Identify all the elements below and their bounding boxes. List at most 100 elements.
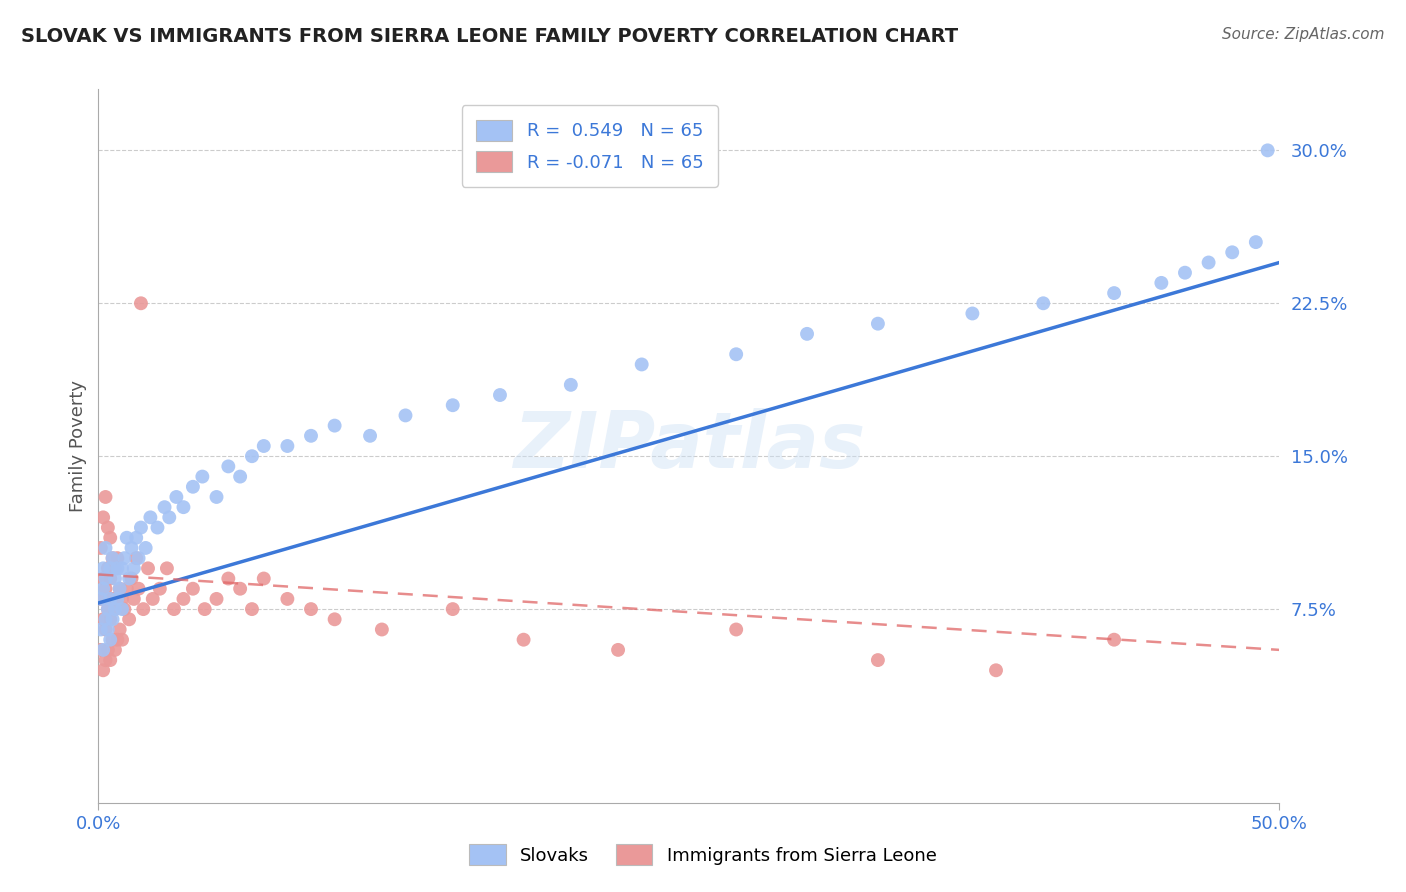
Point [105, 632, 128, 647]
Point [796, 326, 818, 341]
Point [91, 612, 114, 626]
Text: ZIPatlas: ZIPatlas [513, 408, 865, 484]
Point [607, 643, 630, 657]
Point [560, 377, 582, 392]
Point [104, 602, 127, 616]
Y-axis label: Family Poverty: Family Poverty [69, 380, 87, 512]
Point [118, 612, 141, 626]
Point [253, 572, 276, 586]
Point [111, 602, 134, 616]
Point [194, 602, 217, 616]
Point [240, 449, 263, 463]
Point [128, 551, 150, 566]
Point [104, 561, 127, 575]
Point [1174, 266, 1197, 280]
Point [101, 551, 124, 566]
Point [108, 582, 131, 596]
Point [97, 520, 120, 534]
Point [97, 602, 120, 616]
Point [101, 612, 124, 626]
Point [1102, 286, 1125, 301]
Point [323, 612, 346, 626]
Point [253, 439, 276, 453]
Point [139, 510, 162, 524]
Point [725, 347, 748, 361]
Point [98, 632, 121, 647]
Point [1257, 144, 1279, 158]
Point [163, 602, 186, 616]
Point [108, 582, 131, 596]
Point [97, 602, 120, 616]
Point [630, 358, 652, 372]
Point [105, 591, 128, 606]
Point [323, 418, 346, 433]
Point [157, 510, 180, 524]
Point [101, 632, 124, 647]
Legend: Slovaks, Immigrants from Sierra Leone: Slovaks, Immigrants from Sierra Leone [460, 835, 946, 874]
Point [118, 572, 141, 586]
Point [98, 591, 121, 606]
Text: Source: ZipAtlas.com: Source: ZipAtlas.com [1222, 27, 1385, 42]
Point [105, 551, 128, 566]
Point [115, 531, 138, 545]
Point [94, 582, 117, 596]
Point [91, 510, 114, 524]
Point [105, 591, 128, 606]
Point [1150, 276, 1173, 290]
Point [146, 520, 169, 534]
Point [91, 572, 114, 586]
Point [1102, 632, 1125, 647]
Point [217, 459, 239, 474]
Point [90, 541, 112, 555]
Point [125, 531, 148, 545]
Point [104, 602, 127, 616]
Point [149, 582, 172, 596]
Point [299, 602, 322, 616]
Point [122, 561, 145, 575]
Point [98, 561, 121, 575]
Point [108, 623, 131, 637]
Point [111, 591, 134, 606]
Point [181, 582, 204, 596]
Point [129, 520, 152, 534]
Point [98, 612, 121, 626]
Point [125, 551, 148, 566]
Point [229, 469, 252, 483]
Point [299, 429, 322, 443]
Point [866, 653, 889, 667]
Point [165, 490, 187, 504]
Point [98, 531, 121, 545]
Point [172, 591, 194, 606]
Point [115, 582, 138, 596]
Point [1032, 296, 1054, 310]
Point [112, 602, 135, 616]
Point [104, 643, 127, 657]
Point [205, 591, 228, 606]
Point [94, 572, 117, 586]
Point [984, 663, 1007, 677]
Point [1244, 235, 1267, 249]
Point [441, 398, 464, 412]
Point [276, 591, 298, 606]
Point [191, 469, 214, 483]
Point [111, 632, 134, 647]
Point [90, 643, 112, 657]
Point [105, 561, 128, 575]
Point [512, 632, 534, 647]
Point [90, 591, 112, 606]
Point [153, 500, 176, 515]
Point [98, 572, 121, 586]
Legend: R =  0.549   N = 65, R = -0.071   N = 65: R = 0.549 N = 65, R = -0.071 N = 65 [461, 105, 718, 186]
Point [94, 653, 117, 667]
Point [94, 490, 117, 504]
Point [111, 561, 134, 575]
Point [240, 602, 263, 616]
Point [98, 653, 121, 667]
Point [229, 582, 252, 596]
Point [91, 643, 114, 657]
Point [394, 409, 416, 423]
Point [156, 561, 179, 575]
Point [94, 541, 117, 555]
Point [90, 623, 112, 637]
Point [94, 623, 117, 637]
